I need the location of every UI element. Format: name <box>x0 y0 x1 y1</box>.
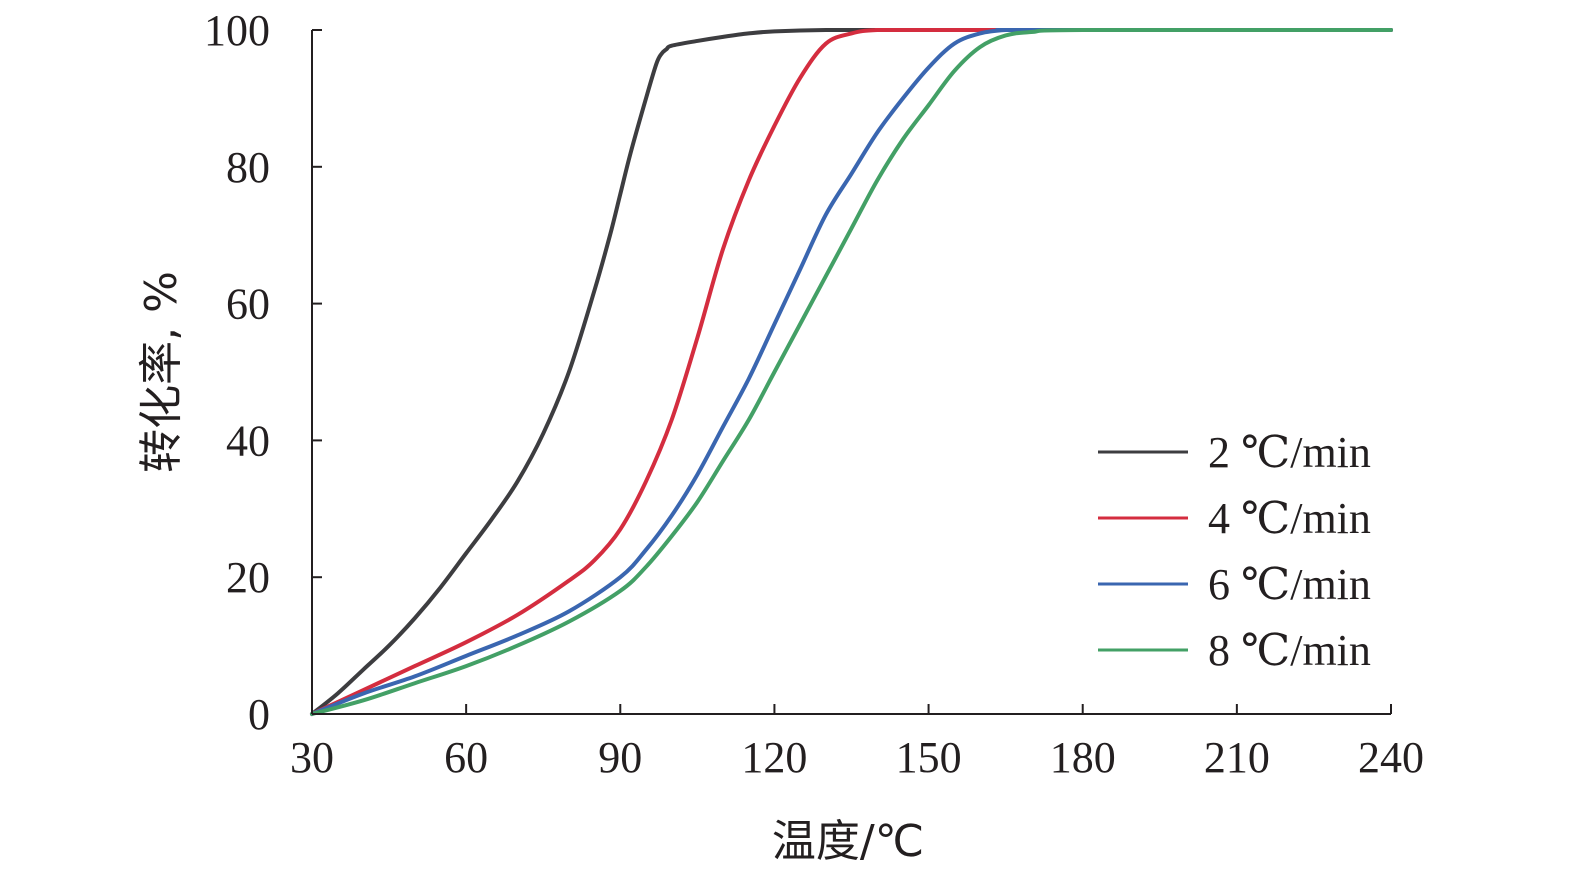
ticks-layer: 30 60 90 120 150 180 210 240 0 20 40 60 80 100 <box>204 6 1424 782</box>
legend-label-2: 4 ℃/min <box>1208 494 1371 543</box>
legend-label-4: 8 ℃/min <box>1208 626 1371 675</box>
y-tick-label: 40 <box>226 416 270 465</box>
y-tick-label: 20 <box>226 553 270 602</box>
axes-layer <box>311 30 1391 715</box>
legend: 2 ℃/min 4 ℃/min 6 ℃/min 8 ℃/min <box>1098 428 1371 675</box>
x-tick-label: 180 <box>1050 733 1116 782</box>
series-line-2 <box>310 27 1393 716</box>
legend-label-3: 6 ℃/min <box>1208 560 1371 609</box>
x-tick-label: 30 <box>290 733 334 782</box>
y-tick-label: 0 <box>248 690 270 739</box>
series-layer <box>310 27 1393 716</box>
y-tick-label: 80 <box>226 143 270 192</box>
x-tick-label: 240 <box>1358 733 1424 782</box>
y-axis-title: 转化率, % <box>136 271 187 473</box>
series-line-4 <box>310 27 1393 716</box>
legend-label-1: 2 ℃/min <box>1208 428 1371 477</box>
x-tick-label: 150 <box>896 733 962 782</box>
x-tick-label: 210 <box>1204 733 1270 782</box>
x-tick-label: 120 <box>741 733 807 782</box>
y-tick-label: 100 <box>204 6 270 55</box>
series-line-3 <box>310 27 1393 716</box>
x-axis-title: 温度/℃ <box>772 816 924 867</box>
y-tick-label: 60 <box>226 280 270 329</box>
series-line-1 <box>310 27 1393 716</box>
x-tick-label: 90 <box>598 733 642 782</box>
x-tick-label: 60 <box>444 733 488 782</box>
